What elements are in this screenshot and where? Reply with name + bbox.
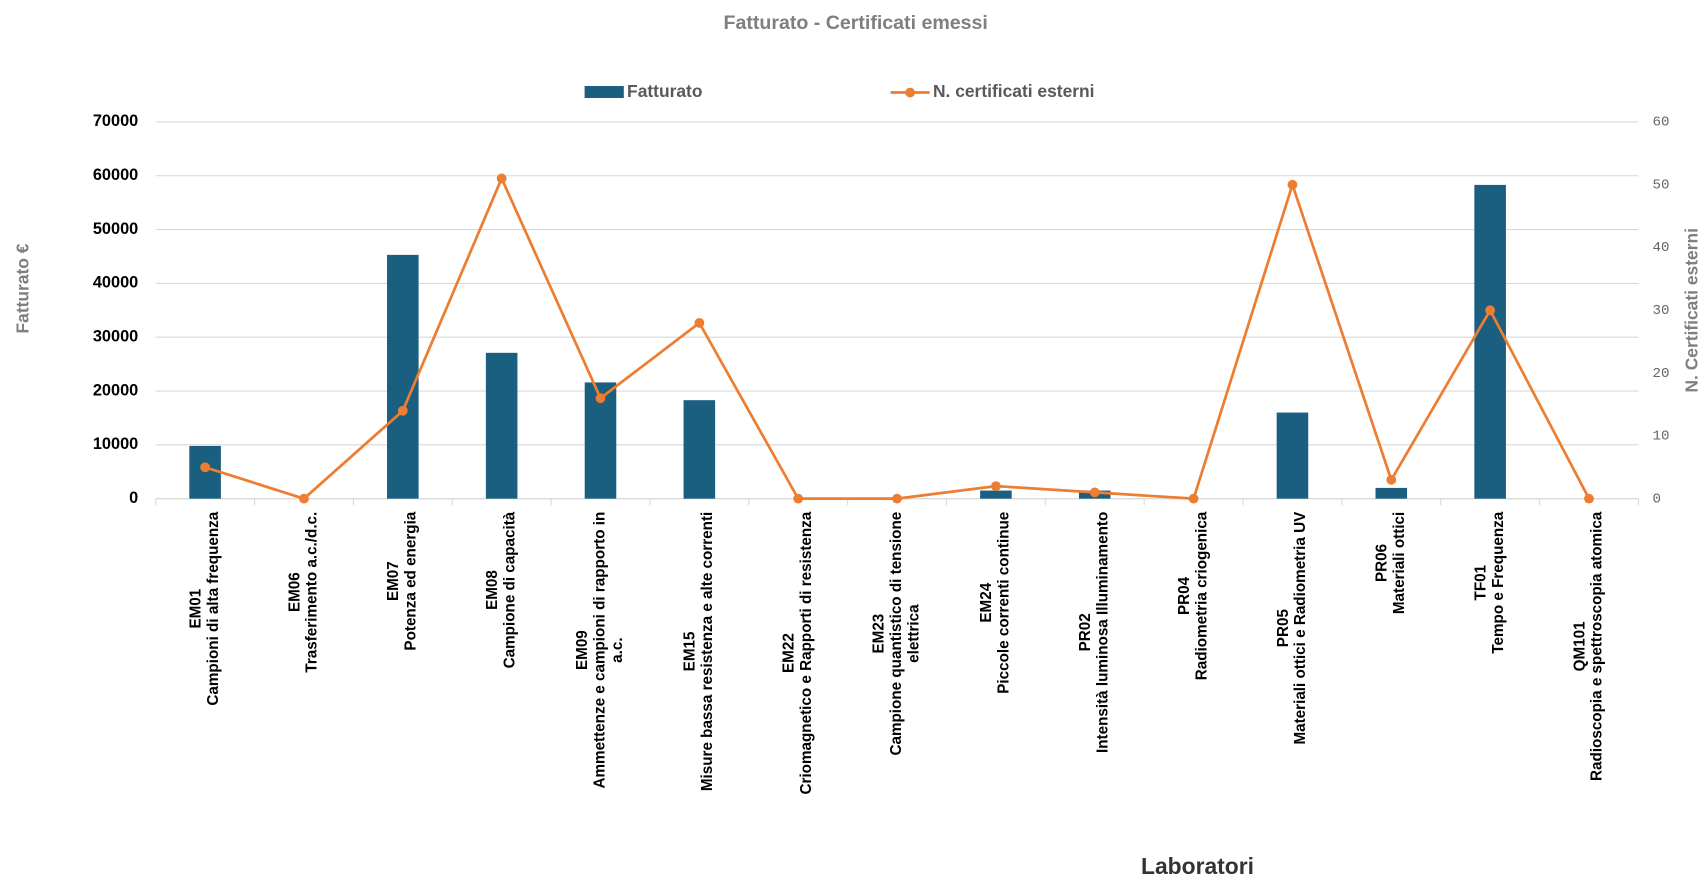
y-tick-label: 40000 <box>93 274 138 292</box>
category-label: EM08 Campione di capacità <box>484 511 518 668</box>
line-marker <box>1386 474 1397 485</box>
x-tick-label: EM15 <box>682 631 699 671</box>
x-tick-label: TF01 <box>1472 564 1489 600</box>
bar <box>387 254 419 499</box>
x-tick-label: a.c. <box>609 637 626 662</box>
category-label: EM23 Campione quantistico di tensione elet… <box>871 512 923 756</box>
chart-title: Fatturato - Certificati emessi <box>723 12 987 34</box>
bar <box>980 490 1012 499</box>
x-tick-label: EM06 <box>286 572 303 612</box>
category-label: PR02 Intensità luminosa Illuminamento <box>1077 512 1111 753</box>
y-tick-label: 10000 <box>93 435 138 453</box>
y2-tick-label: 40 <box>1653 240 1670 256</box>
x-tick-label: EM08 <box>484 570 501 610</box>
legend-swatch <box>584 86 624 98</box>
y2-tick-label: 50 <box>1653 177 1670 193</box>
x-tick-label: Potenza ed energia <box>403 511 420 650</box>
category-label: PR06 Materiali ottici <box>1374 512 1408 614</box>
x-tick-label: EM09 <box>574 630 591 670</box>
x-tick-label: Misure bassa resistenza e alte correnti <box>699 512 716 791</box>
bar <box>485 352 518 499</box>
line-marker <box>694 317 705 328</box>
line-marker <box>397 405 408 416</box>
x-tick-label: Campione di capacità <box>501 511 518 668</box>
y2-tick-label: 20 <box>1653 366 1670 382</box>
line-marker <box>1089 487 1100 498</box>
x-tick-label: EM07 <box>385 561 402 601</box>
line-marker <box>990 481 1001 492</box>
category-label: EM01 Campioni di alta frequenza <box>187 511 221 705</box>
bar <box>189 445 221 499</box>
bar <box>683 400 716 499</box>
x-tick-label: EM24 <box>978 582 995 622</box>
line-marker <box>595 393 606 404</box>
category-label: TF01 Tempo e Frequenza <box>1472 511 1506 653</box>
x-tick-label: EM01 <box>187 588 204 628</box>
line-marker <box>200 462 211 473</box>
category-label: EM24 Piccole correnti continue <box>978 512 1012 694</box>
x-tick-label: Piccole correnti continue <box>996 512 1013 694</box>
line-marker <box>496 173 507 184</box>
line-marker <box>1584 493 1594 504</box>
y-tick-label: 60000 <box>93 166 138 184</box>
x-tick-label: Materiali ottici <box>1391 512 1408 614</box>
category-label: EM09 Ammettenze e campioni di rapporto in… <box>574 512 626 789</box>
y2-tick-label: 10 <box>1653 429 1670 445</box>
line-marker <box>892 493 902 504</box>
legend-swatch <box>905 87 916 98</box>
x-tick-label: Radiometria criogenica <box>1193 511 1210 680</box>
x-tick-label: PR05 <box>1275 609 1292 648</box>
x-tick-label: EM22 <box>781 633 798 673</box>
y-tick-label: 20000 <box>93 381 138 399</box>
line-marker <box>793 493 804 504</box>
category-label: PR05 Materiali ottici e Radiometria UV <box>1275 511 1309 745</box>
category-label: EM22 Criomagnetico e Rapporti di resisten… <box>781 511 815 794</box>
x-tick-label: EM23 <box>871 614 888 654</box>
line-marker <box>299 493 309 504</box>
x-tick-label: Ammettenze e campioni di rapporto in <box>592 512 609 789</box>
category-label: EM06 Trasferimento a.c./d.c. <box>286 512 320 673</box>
y-tick-label: 50000 <box>93 220 138 238</box>
bar <box>1375 487 1408 499</box>
legend-label: Fatturato <box>627 81 702 101</box>
x-tick-label: Radioscopia e spettroscopia atomica <box>1589 511 1606 781</box>
x-tick-label: QM101 <box>1571 621 1588 671</box>
line-marker <box>1287 179 1298 190</box>
y-axis-title: Fatturato € <box>13 243 33 333</box>
y-tick-label: 30000 <box>93 328 138 346</box>
legend-label: N. certificati esterni <box>933 81 1095 101</box>
x-tick-label: Criomagnetico e Rapporti di resistenza <box>798 511 815 794</box>
bar <box>1276 412 1309 499</box>
x-tick-label: Materiali ottici e Radiometria UV <box>1292 511 1309 745</box>
x-tick-label: PR02 <box>1077 613 1094 651</box>
y2-tick-label: 30 <box>1653 303 1670 319</box>
y2-axis-title: N. Certificati esterni <box>1681 228 1701 392</box>
x-tick-label: PR04 <box>1176 576 1193 615</box>
category-label: QM101 Radioscopia e spettroscopia atomica <box>1571 511 1605 781</box>
y-tick-label: 70000 <box>93 112 138 130</box>
y-tick-label: 0 <box>129 489 138 507</box>
x-axis-title: Laboratori <box>1141 853 1254 879</box>
x-tick-label: PR06 <box>1374 544 1391 582</box>
category-label: EM07 Potenza ed energia <box>385 511 419 650</box>
category-label: PR04 Radiometria criogenica <box>1176 511 1210 680</box>
x-tick-label: Campioni di alta frequenza <box>205 511 222 705</box>
line-marker <box>1188 493 1199 504</box>
x-tick-label: Intensità luminosa Illuminamento <box>1094 512 1111 753</box>
line-marker <box>1485 305 1496 316</box>
x-tick-label: Campione quantistico di tensione <box>888 512 905 756</box>
x-tick-label: Trasferimento a.c./d.c. <box>304 512 321 673</box>
y2-tick-label: 60 <box>1653 115 1670 131</box>
bar <box>1474 184 1506 499</box>
x-tick-label: elettrica <box>905 604 922 663</box>
y2-tick-label: 0 <box>1653 491 1661 507</box>
category-label: EM15 Misure bassa resistenza e alte corre… <box>682 512 716 791</box>
x-tick-label: Tempo e Frequenza <box>1490 511 1507 653</box>
